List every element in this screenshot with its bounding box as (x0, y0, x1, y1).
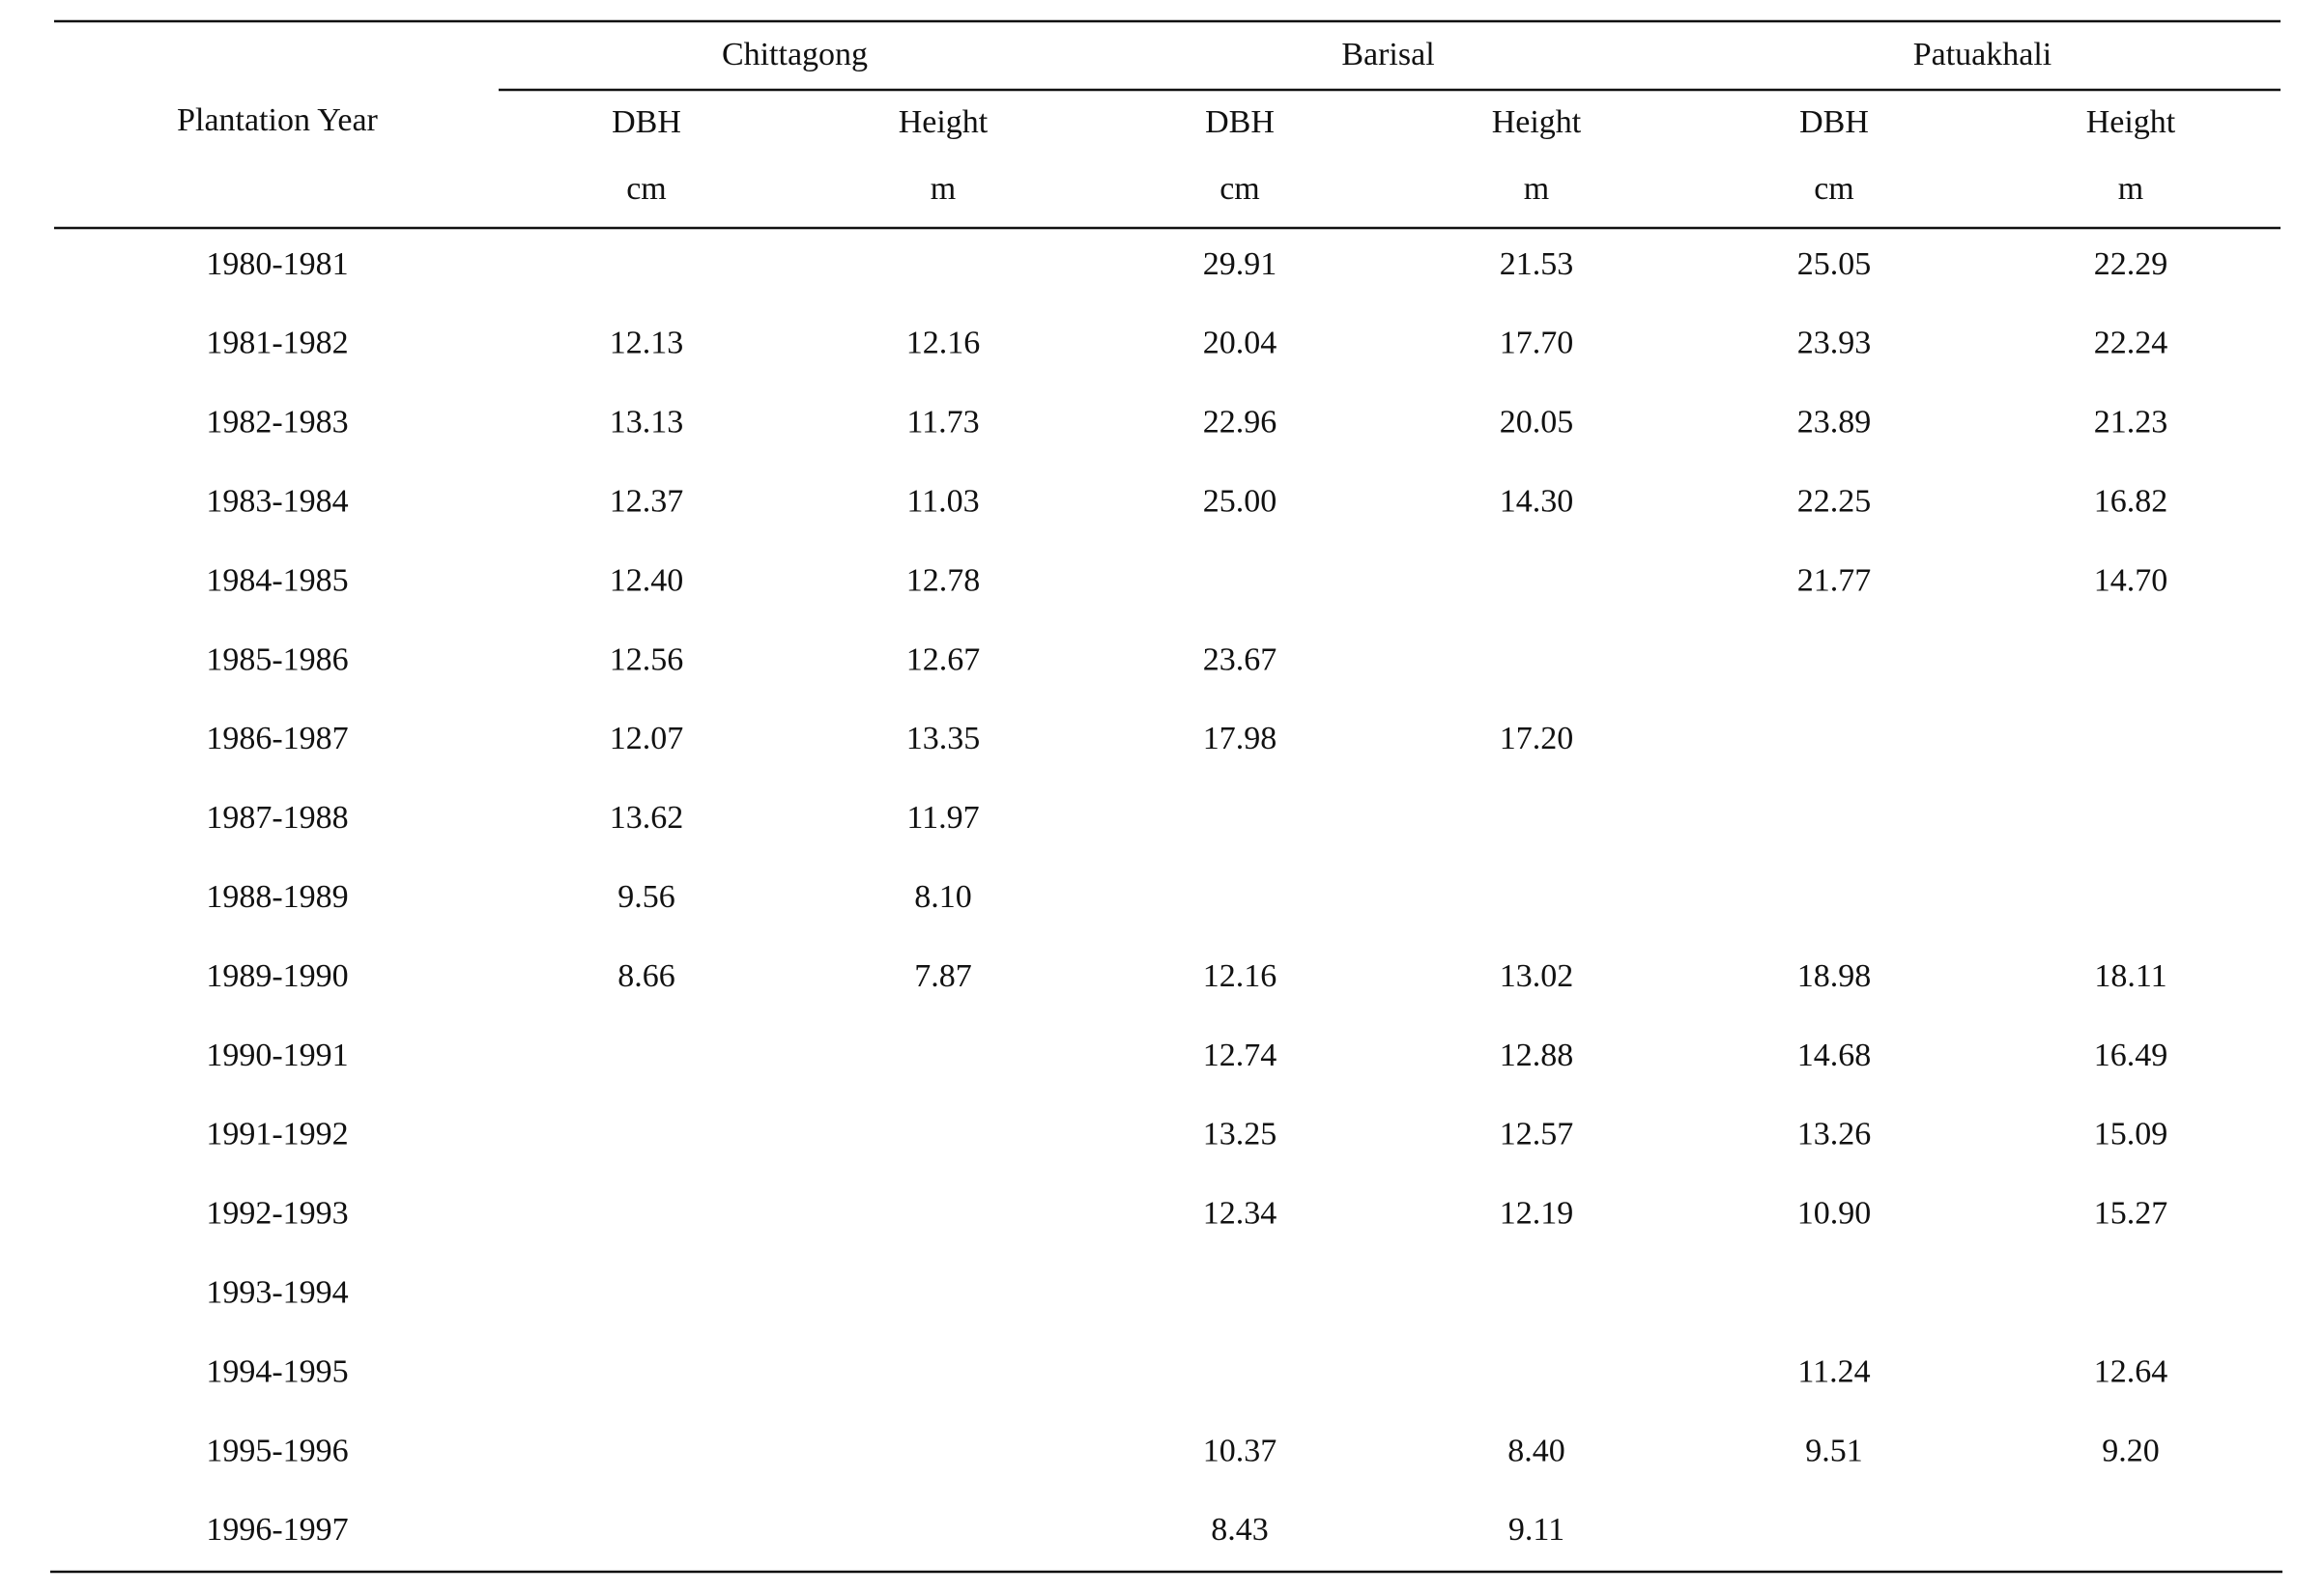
cell-value: 8.66 (617, 958, 675, 994)
cell-value: 8.40 (1507, 1433, 1565, 1468)
cell-value: 13.02 (1500, 958, 1574, 994)
cell-value: 9.20 (2102, 1433, 2160, 1468)
cell-value: 18.11 (2094, 958, 2166, 994)
row-label: 1982-1983 (206, 405, 348, 441)
column-header: Height (2086, 104, 2176, 140)
row-label: 1984-1985 (206, 562, 348, 598)
cell-value: 12.07 (610, 721, 684, 756)
cell-value: 16.82 (2094, 483, 2168, 519)
column-header: DBH (612, 104, 681, 140)
row-label: 1995-1996 (206, 1433, 348, 1468)
column-header: DBH (1205, 104, 1275, 140)
cell-value: 20.04 (1203, 326, 1277, 361)
cell-value: 17.70 (1500, 326, 1574, 361)
cell-value: 17.20 (1500, 721, 1574, 756)
cell-value: 22.29 (2094, 246, 2168, 282)
column-unit: cm (1814, 171, 1854, 207)
column-header: Height (1492, 104, 1582, 140)
cell-value: 25.00 (1203, 483, 1277, 519)
cell-value: 12.78 (906, 562, 981, 598)
cell-value: 11.73 (906, 405, 979, 441)
cell-value: 9.56 (617, 879, 675, 915)
cell-value: 14.70 (2094, 562, 2168, 598)
row-label: 1993-1994 (206, 1274, 348, 1310)
cell-value: 21.77 (1797, 562, 1872, 598)
row-label: 1983-1984 (206, 483, 348, 519)
cell-value: 14.68 (1797, 1038, 1872, 1073)
cell-value: 18.98 (1797, 958, 1872, 994)
row-label: 1985-1986 (206, 641, 348, 677)
cell-value: 22.96 (1203, 405, 1277, 441)
row-label: 1986-1987 (206, 721, 348, 756)
cell-value: 11.24 (1797, 1353, 1870, 1389)
column-header: DBH (1799, 104, 1869, 140)
cell-value: 9.11 (1508, 1512, 1564, 1548)
row-label: 1990-1991 (206, 1038, 348, 1073)
row-label: 1991-1992 (206, 1117, 348, 1152)
cell-value: 10.90 (1797, 1196, 1872, 1232)
cell-value: 14.30 (1500, 483, 1574, 519)
cell-value: 12.67 (906, 641, 981, 677)
cell-value: 15.27 (2094, 1196, 2168, 1232)
cell-value: 25.05 (1797, 246, 1872, 282)
cell-value: 15.09 (2094, 1117, 2168, 1152)
cell-value: 8.43 (1211, 1512, 1269, 1548)
row-label: 1981-1982 (206, 326, 348, 361)
cell-value: 8.10 (914, 879, 972, 915)
cell-value: 20.05 (1500, 405, 1574, 441)
column-header: Height (899, 104, 989, 140)
row-label: 1987-1988 (206, 800, 348, 836)
cell-value: 11.03 (906, 483, 979, 519)
cell-value: 12.34 (1203, 1196, 1277, 1232)
cell-value: 13.35 (906, 721, 981, 756)
cell-value: 13.13 (610, 405, 684, 441)
cell-value: 13.25 (1203, 1117, 1277, 1152)
column-unit: m (2118, 171, 2143, 207)
cell-value: 23.93 (1797, 326, 1872, 361)
cell-value: 16.49 (2094, 1038, 2168, 1073)
cell-value: 22.25 (1797, 483, 1872, 519)
column-unit: cm (1219, 171, 1260, 207)
row-label: 1980-1981 (206, 246, 348, 282)
row-header: Plantation Year (177, 102, 378, 138)
cell-value: 29.91 (1203, 246, 1277, 282)
cell-value: 12.74 (1203, 1038, 1277, 1073)
cell-value: 12.40 (610, 562, 684, 598)
cell-value: 21.23 (2094, 405, 2168, 441)
column-unit: m (1524, 171, 1549, 207)
column-unit: cm (626, 171, 667, 207)
row-label: 1992-1993 (206, 1196, 348, 1232)
row-label: 1988-1989 (206, 879, 348, 915)
cell-value: 12.16 (1203, 958, 1277, 994)
row-label: 1989-1990 (206, 958, 348, 994)
cell-value: 12.16 (906, 326, 981, 361)
cell-value: 10.37 (1203, 1433, 1277, 1468)
column-unit: m (931, 171, 956, 207)
cell-value: 7.87 (914, 958, 972, 994)
cell-value: 11.97 (906, 800, 979, 836)
cell-value: 21.53 (1500, 246, 1574, 282)
group-header: Patuakhali (1913, 37, 2052, 72)
cell-value: 12.64 (2094, 1353, 2168, 1389)
cell-value: 12.19 (1500, 1196, 1574, 1232)
cell-value: 23.67 (1203, 641, 1277, 677)
cell-value: 23.89 (1797, 405, 1872, 441)
row-label: 1994-1995 (206, 1353, 348, 1389)
cell-value: 17.98 (1203, 721, 1277, 756)
cell-value: 13.62 (610, 800, 684, 836)
cell-value: 22.24 (2094, 326, 2168, 361)
cell-value: 13.26 (1797, 1117, 1872, 1152)
cell-value: 12.13 (610, 326, 684, 361)
cell-value: 9.51 (1805, 1433, 1863, 1468)
row-label: 1996-1997 (206, 1512, 348, 1548)
group-header: Barisal (1341, 37, 1434, 72)
cell-value: 12.88 (1500, 1038, 1574, 1073)
group-header: Chittagong (722, 37, 868, 72)
cell-value: 12.56 (610, 641, 684, 677)
cell-value: 12.57 (1500, 1117, 1574, 1152)
cell-value: 12.37 (610, 483, 684, 519)
